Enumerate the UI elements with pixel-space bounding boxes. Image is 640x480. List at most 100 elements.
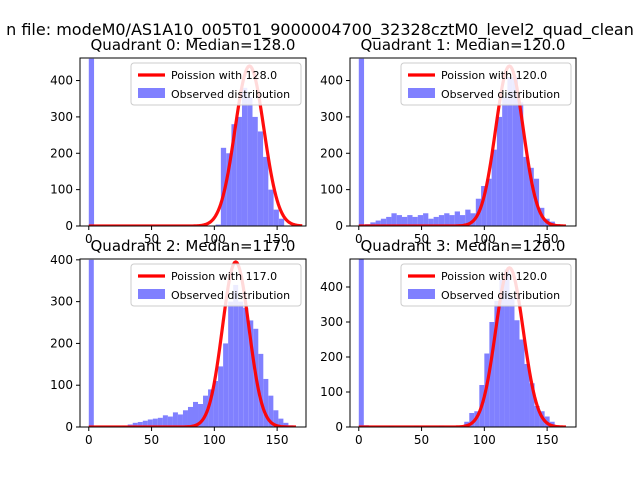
histogram-bar: [215, 224, 221, 226]
y-tick-label: 300: [320, 110, 343, 124]
legend-box: [130, 263, 302, 307]
plot-area: [358, 259, 567, 427]
histogram-bar: [524, 364, 530, 427]
x-tick-label: 0: [85, 232, 93, 246]
x-tick-label: 150: [266, 232, 289, 246]
axes-frame: [79, 57, 307, 227]
legend-bars-label: Observed distribution: [441, 289, 560, 302]
y-tick-label: 100: [320, 385, 343, 399]
histogram-bar: [502, 96, 508, 226]
y-tick-label: 400: [50, 74, 73, 88]
x-tick-label: 0: [355, 232, 363, 246]
histogram-bar: [465, 209, 471, 226]
histogram-bar: [273, 209, 279, 226]
legend-fit-label: Poission with 128.0: [171, 69, 277, 82]
chart-title: Quadrant 2: Median=117.0: [91, 237, 296, 255]
histogram-bar: [375, 220, 381, 226]
histogram-bar: [198, 404, 204, 427]
histogram-bar: [401, 216, 408, 226]
histogram-bar: [233, 284, 239, 427]
histogram-bar: [167, 416, 173, 427]
histogram-bar: [147, 419, 153, 427]
histogram-bar: [226, 153, 232, 226]
histogram-bar: [454, 211, 460, 226]
histogram-bar: [489, 322, 495, 427]
histogram-bar: [396, 215, 402, 226]
poisson-fit-line: [88, 260, 297, 427]
chart-title: Quadrant 0: Median=128.0: [91, 36, 296, 54]
histogram-bar: [157, 417, 163, 427]
legend-box: [400, 263, 572, 307]
histogram-bar: [162, 415, 168, 427]
y-tick-label: 200: [50, 146, 73, 160]
histogram-bar: [358, 58, 365, 226]
histogram-bar: [213, 381, 219, 427]
histogram-bar: [438, 215, 445, 226]
histogram-bar: [278, 218, 285, 226]
histogram-bar: [238, 301, 244, 427]
histogram-bar: [223, 343, 229, 427]
y-tick-label: 0: [335, 420, 343, 434]
histogram-bar: [142, 420, 148, 427]
histogram-bar: [273, 410, 279, 427]
chart-quadrant-1: 0 50 100 150 0 100 200 300 400 Quadrant 1: Median…: [320, 36, 577, 246]
histogram-bar: [428, 218, 434, 226]
y-tick-label: 200: [320, 350, 343, 364]
y-tick-label: 100: [320, 183, 343, 197]
histogram-bar: [528, 167, 534, 226]
histogram-bar: [208, 389, 214, 427]
x-tick-label: 0: [355, 433, 363, 447]
histogram-bar: [236, 116, 242, 226]
histogram-bar: [228, 301, 234, 427]
chart-quadrant-0: 0 50 100 150 0 100 200 300 400 Quadrant 0: Median…: [50, 36, 307, 246]
histogram-bar: [534, 406, 540, 427]
y-tick-label: 100: [50, 183, 73, 197]
histogram-bar: [491, 149, 497, 226]
histogram-bar: [481, 186, 487, 226]
y-tick-label: 0: [335, 219, 343, 233]
histogram-bar: [258, 353, 264, 427]
histogram-bar: [423, 213, 429, 226]
histogram-bar: [177, 414, 183, 427]
histogram-bar: [529, 383, 535, 427]
x-tick-label: 50: [414, 433, 429, 447]
x-tick-label: 50: [144, 232, 159, 246]
histogram-bar: [137, 421, 143, 427]
histogram-bar: [263, 378, 269, 427]
histogram-bar: [407, 215, 413, 226]
histogram-bar: [243, 307, 249, 427]
histogram-bar: [88, 58, 95, 226]
y-tick-label: 200: [320, 146, 343, 160]
x-tick-label: 100: [203, 433, 226, 447]
histogram-bar: [220, 147, 227, 226]
histogram-bar: [509, 297, 515, 427]
histogram-bar: [504, 269, 510, 427]
histogram-bar: [152, 418, 158, 427]
x-tick-label: 50: [144, 433, 159, 447]
y-tick-label: 100: [50, 378, 73, 392]
histogram-bar: [380, 218, 387, 226]
legend-bars-label: Observed distribution: [171, 289, 290, 302]
y-tick-label: 300: [50, 295, 73, 309]
histogram-bar: [514, 320, 520, 427]
x-tick-label: 150: [266, 433, 289, 447]
histogram-bar: [257, 131, 264, 226]
legend-fit-label: Poission with 120.0: [441, 270, 547, 283]
legend-bars-swatch: [408, 289, 435, 299]
histogram-bar: [499, 280, 505, 427]
histogram-bar: [386, 216, 392, 226]
histogram-bar: [132, 422, 138, 427]
y-tick-label: 200: [50, 336, 73, 350]
histogram-bar: [283, 422, 289, 427]
legend-bars-swatch: [408, 88, 435, 98]
histogram-bar: [391, 213, 397, 226]
x-tick-label: 100: [473, 433, 496, 447]
y-tick-label: 0: [65, 420, 73, 434]
chart-quadrant-3: 0 50 100 150 0 100 200 300 400 Quadrant 3: Median…: [320, 237, 577, 447]
histogram-bar: [496, 116, 503, 226]
histogram-bar: [412, 216, 418, 226]
legend-box: [130, 62, 302, 106]
histogram-bar: [433, 216, 439, 226]
histogram-bar: [486, 178, 492, 226]
histogram-bar: [252, 116, 258, 226]
